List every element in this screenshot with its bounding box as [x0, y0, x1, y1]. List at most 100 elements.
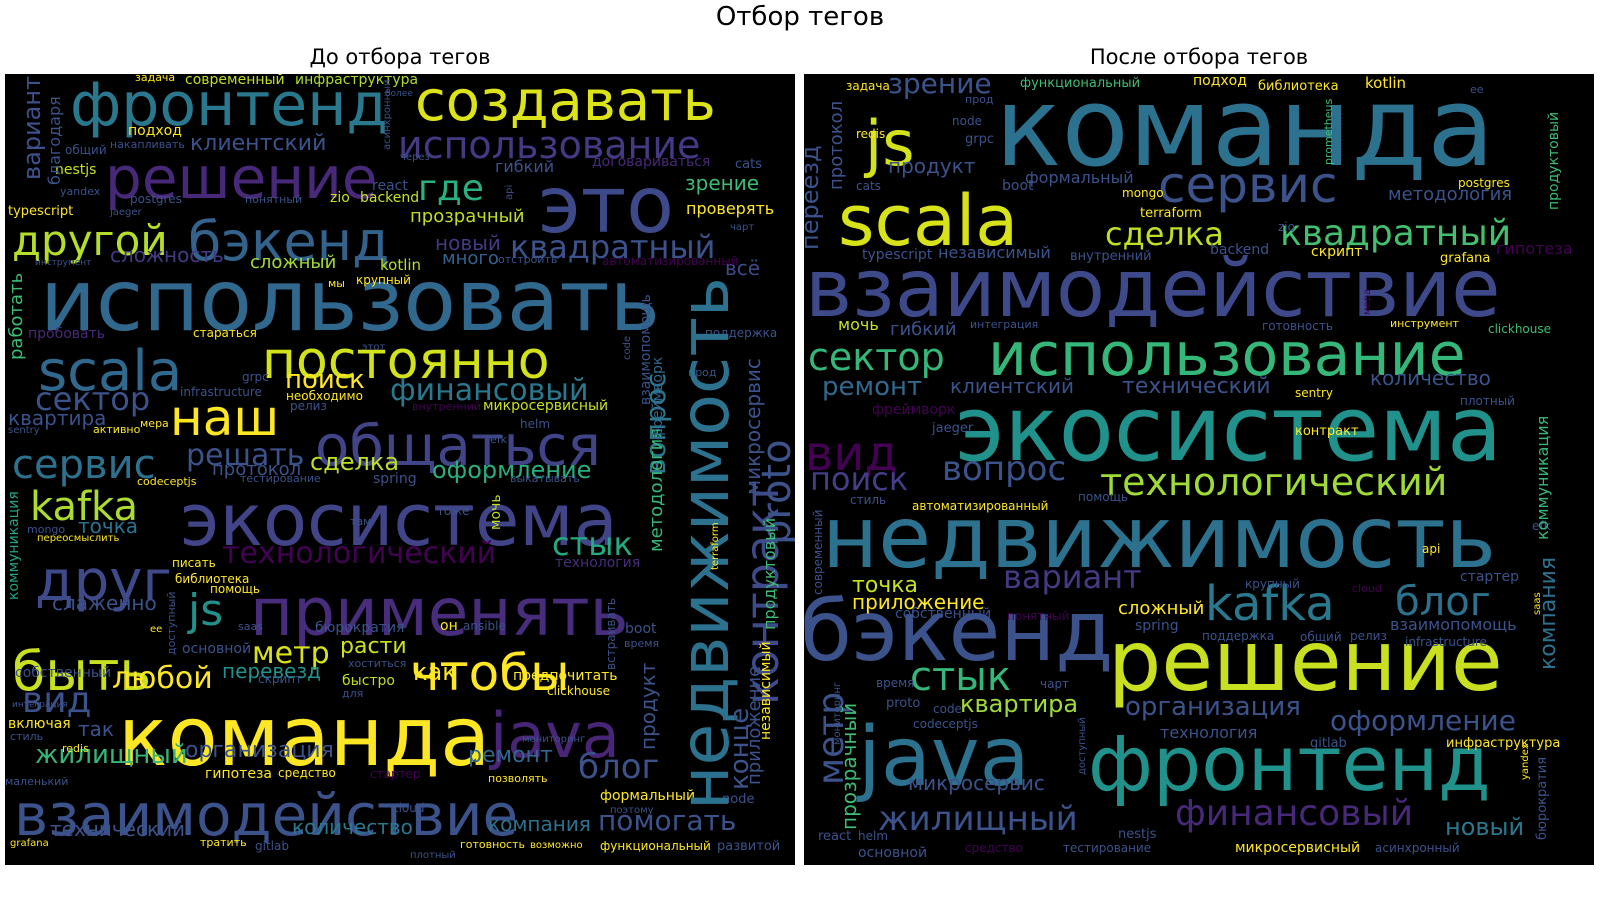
word-small: mongo	[1122, 186, 1164, 200]
word-words: где	[418, 168, 484, 209]
word-small: активно	[93, 423, 141, 436]
word-small: писать	[172, 556, 216, 570]
figure-title: Отбор тегов	[715, 2, 885, 32]
word-vwords: контракт	[735, 480, 789, 705]
word-small: typescript	[8, 204, 73, 219]
word-small: средство	[278, 766, 336, 780]
word-vsmall: terraform	[710, 522, 721, 570]
word-small: redis	[856, 127, 885, 141]
word-small: mongo	[27, 523, 65, 536]
word-words: оформление	[1330, 704, 1516, 737]
word-words: договариваться	[592, 154, 710, 170]
word-small: jaeger	[109, 207, 143, 218]
word-small: собственный	[15, 665, 111, 681]
word-small: время	[876, 676, 914, 690]
word-small: grpc	[242, 370, 269, 384]
word-vwords: независимый	[758, 641, 774, 740]
word-words: js	[187, 585, 223, 636]
word-small: ee	[150, 624, 162, 635]
word-words: оформление	[432, 456, 591, 484]
right-panel-title: После отбора тегов	[1089, 45, 1309, 69]
word-words: java	[488, 699, 620, 772]
word-words: чтобы	[410, 644, 570, 702]
word-small: ansible	[463, 619, 506, 633]
word-small: boot	[625, 621, 657, 637]
word-small: react	[818, 829, 851, 844]
wordcloud-after-canvas: команда взаимодействие экосистеманедвижимо…	[804, 74, 1573, 861]
word-small: cloud	[392, 801, 425, 815]
word-small: общий	[65, 143, 107, 157]
word-small: terraform	[1140, 206, 1202, 221]
word-words: поиск	[285, 365, 365, 395]
word-words: точка	[78, 514, 138, 538]
word-small: интеграция	[970, 318, 1038, 331]
word-small: code	[933, 702, 962, 716]
word-words: зрение	[685, 171, 759, 195]
word-words: технологический	[1100, 460, 1447, 504]
left-panel-title: До отбора тегов	[309, 45, 491, 69]
word-small: sentry	[8, 425, 40, 436]
word-small: асинхронный	[1375, 841, 1460, 855]
word-small: чарт	[730, 222, 754, 233]
word-small: задача	[135, 74, 175, 84]
word-small: инструмент	[1390, 317, 1460, 330]
word-small: zio	[330, 190, 350, 206]
word-vwords: прозрачный	[837, 703, 861, 830]
word-words: быть	[12, 640, 151, 703]
word-words: протокол	[212, 459, 301, 480]
word-words: клиентский	[190, 131, 326, 156]
word-small: nestjs	[55, 162, 96, 178]
word-small: накапливать	[110, 138, 185, 151]
word-small: gitlab	[1310, 736, 1347, 751]
word-small: бюрократия	[315, 620, 404, 636]
word-words: решать	[186, 438, 305, 473]
word-vwords: современный	[811, 510, 825, 595]
word-small: релиз	[290, 399, 327, 413]
word-words: экосистема	[955, 377, 1502, 482]
word-small: основной	[858, 845, 927, 861]
word-small: функциональный	[600, 839, 711, 853]
word-vwords: конце	[725, 708, 755, 790]
word-vsmall: мониторинг	[832, 682, 843, 745]
word-words: сектор	[808, 335, 945, 379]
word-words: вид	[22, 680, 92, 721]
word-small: позволять	[488, 772, 548, 785]
word-words: это	[538, 161, 674, 251]
word-small: helm	[858, 829, 888, 843]
word-words: много	[442, 248, 499, 269]
word-small: react	[372, 178, 408, 194]
word-words: зрение	[888, 74, 992, 100]
word-vwords: продукт	[636, 662, 660, 750]
word-small: grpc	[965, 132, 994, 147]
word-small: маленький	[5, 775, 68, 788]
word-small: выкатывать	[510, 472, 580, 485]
word-small: внутренний	[1070, 249, 1152, 264]
word-vwords: микросервис	[741, 358, 765, 495]
word-words: взаимопомощь	[1390, 615, 1517, 634]
word-small: стартер	[1460, 569, 1519, 585]
word-words: сервис	[12, 442, 156, 488]
word-words: помогать	[598, 804, 736, 837]
word-small: spring	[373, 471, 417, 487]
word-small: переосмыслить	[37, 533, 119, 544]
word-small: крупный	[1245, 577, 1300, 591]
word-small: стараться	[193, 326, 257, 340]
word-small: cats	[856, 179, 881, 193]
word-small: плотный	[410, 850, 456, 861]
word-words: наш	[170, 389, 279, 447]
word-small: infrastructure	[1405, 635, 1487, 649]
word-vwords: вопрос	[639, 373, 672, 475]
word-small: прод	[965, 93, 994, 106]
word-words: kotlin	[380, 256, 421, 274]
word-words: точка	[852, 573, 918, 598]
word-words: технология	[1160, 723, 1257, 742]
word-small: codeceptjs	[913, 717, 978, 731]
word-vwords: методология	[646, 428, 667, 552]
word-words: kafka	[1205, 576, 1335, 632]
word-small: spring	[1135, 618, 1179, 634]
word-vwords: благодаря	[45, 96, 64, 185]
word-words: квартира	[8, 406, 106, 430]
word-vwords: saas	[1532, 592, 1543, 615]
word-words: прозрачный	[410, 206, 525, 227]
word-small: чарт	[1040, 677, 1069, 691]
